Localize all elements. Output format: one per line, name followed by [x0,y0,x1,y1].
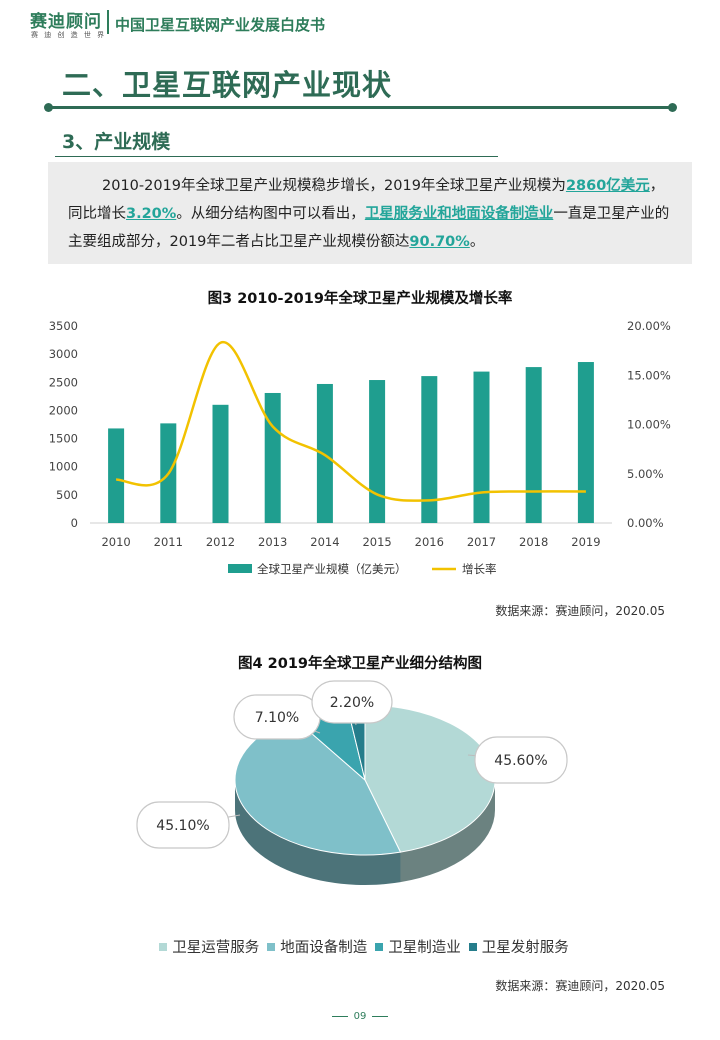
bar-2012 [212,404,229,523]
header-title: 中国卫星互联网产业发展白皮书 [115,16,326,34]
legend-label: 卫星发射服务 [481,940,569,956]
y-tick-label: 1000 [49,460,78,474]
callout-box [474,736,568,784]
x-tick-label: 2014 [310,535,339,549]
pie-value-label-地面设备制造: 45.10% [156,818,209,834]
x-tick-label: 2018 [519,535,548,549]
summary-paragraph: 2010-2019年全球卫星产业规模稳步增长，2019年全球卫星产业规模为286… [48,162,692,264]
y-tick-label: 3000 [49,347,78,361]
para-text-1: 2010-2019年全球卫星产业规模稳步增长，2019年全球卫星产业规模为 [102,178,566,194]
figure3-combo-chart: 0 500 1000 1500 2000 2500 3000 3500 0.00% 5.00% 10… [49,319,671,576]
para-highlight-segments: 卫星服务业和地面设备制造业 [364,206,554,222]
para-text-5: 。 [469,234,485,250]
y-tick-label: 3500 [49,319,78,333]
legend-line-label: 增长率 [462,562,497,576]
legend-swatch [468,943,477,951]
growth-rate-line [115,341,586,502]
x-tick-label: 2019 [571,535,600,549]
underline-right-dot [668,103,677,112]
section-title: 二、卫星互联网产业现状 [62,68,393,102]
y-tick-label: 2500 [49,375,78,389]
header-divider [107,10,109,34]
figure4-legend: 卫星运营服务 地面设备制造 卫星制造业 卫星发射服务 [0,936,720,957]
y2-tick-label: 10.00% [627,418,671,432]
para-text-2: ，同比增长 [68,178,665,222]
y-tick-label: 1500 [49,432,78,446]
pie-value-label-卫星制造业: 7.10% [255,710,299,726]
figure4-title: 图4 2019年全球卫星产业细分结构图 [238,656,482,672]
x-tick-label: 2011 [154,535,183,549]
figure4-source: 数据来源：赛迪顾问，2020.05 [495,979,665,993]
callout-box [136,801,230,849]
y2-tick-label: 20.00% [627,319,671,333]
figure3-title: 图3 2010-2019年全球卫星产业规模及增长率 [207,291,513,307]
callout-box [311,680,393,724]
x-tick-label: 2015 [362,535,391,549]
legend-swatch [267,943,276,951]
para-highlight-size: 2860亿美元 [565,178,650,194]
x-tick-label: 2010 [101,535,130,549]
y-tick-label: 2000 [49,403,78,417]
para-text-4: 一直是卫星产业的主要组成部分，2019年二者占比卫星产业规模份额达 [68,206,670,250]
x-tick-label: 2012 [206,535,235,549]
page-header: 赛迪顾问 赛 迪 创 造 世 界 中国卫星互联网产业发展白皮书 [0,0,720,44]
legend-bar-label: 全球卫星产业规模（亿美元） [257,562,407,576]
logo-slogan: 赛 迪 创 造 世 界 [31,31,107,39]
subsection-underline [55,156,498,157]
pie-side-地面设备制造 [235,780,401,885]
x-tick-label: 2017 [467,535,496,549]
bar-2018 [525,367,542,523]
underline-left-dot [44,103,53,112]
x-tick-label: 2016 [415,535,444,549]
figure3-source: 数据来源：赛迪顾问，2020.05 [495,604,665,618]
pie-value-label-卫星运营服务: 45.60% [494,753,547,769]
x-tick-label: 2013 [258,535,287,549]
section-title-underline [48,106,673,109]
para-text-3: 。从细分结构图中可以看出， [176,206,365,222]
legend-label: 地面设备制造 [280,940,368,956]
bar-2013 [264,392,281,523]
legend-swatch [375,943,384,951]
bar-2010 [108,428,125,523]
legend-label: 卫星制造业 [388,940,461,956]
y-tick-label: 0 [71,516,78,530]
bar-2014 [316,383,333,523]
logo: 赛迪顾问 [30,12,102,32]
pie-side-卫星运营服务 [400,780,495,883]
y2-tick-label: 5.00% [627,467,664,481]
y2-tick-label: 15.00% [627,368,671,382]
figure4-pie-chart: 45.60% 45.10% 7.10% 2.20% [136,680,568,885]
bar-2019 [577,362,594,523]
subsection-title: 3、产业规模 [62,131,171,153]
bar-2016 [421,376,438,523]
legend-swatch [159,943,168,951]
y-tick-label: 500 [56,488,78,502]
para-highlight-share: 90.70% [409,234,470,250]
legend-bar-swatch [228,564,252,573]
bar-2017 [473,371,490,523]
pie-value-label-卫星发射服务: 2.20% [330,695,374,711]
page-number-text: 09 [353,1011,367,1022]
page-number: 09 [0,1011,720,1022]
legend-label: 卫星运营服务 [172,940,260,956]
para-highlight-growth: 3.20% [126,206,177,222]
bar-2015 [369,380,386,523]
y2-tick-label: 0.00% [627,516,664,530]
